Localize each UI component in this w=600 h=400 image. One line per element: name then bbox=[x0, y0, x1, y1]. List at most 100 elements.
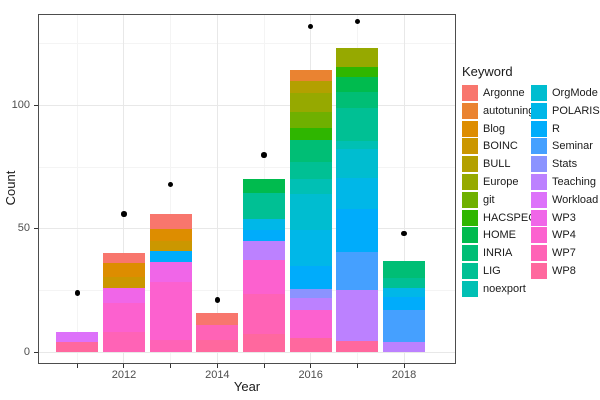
bar-segment-LIG bbox=[289, 162, 332, 180]
legend-item-label: BULL bbox=[483, 158, 511, 171]
legend-item-label: Europe bbox=[483, 176, 519, 188]
bar-segment-WP4 bbox=[243, 259, 286, 295]
grid-line-minor bbox=[39, 43, 455, 45]
x-tick bbox=[216, 364, 218, 368]
bar-segment-Blog bbox=[102, 263, 145, 277]
bar-segment-autotuning bbox=[289, 69, 332, 81]
legend-item-label: WP4 bbox=[552, 229, 576, 242]
x-tick bbox=[76, 364, 78, 368]
bar-segment-Blog bbox=[149, 228, 192, 242]
bar-segment-R bbox=[383, 296, 426, 311]
bar-segment-R bbox=[289, 265, 332, 290]
bar-segment-LIG bbox=[336, 107, 379, 142]
legend-item-label: HOME bbox=[483, 229, 516, 242]
y-tick-label: 0 bbox=[23, 345, 30, 358]
legend-swatch-Stats bbox=[531, 156, 547, 173]
bar-segment-WP4 bbox=[102, 302, 145, 333]
legend-swatch-LIG bbox=[462, 263, 478, 279]
y-tick bbox=[34, 351, 38, 353]
bar-segment-BOINC bbox=[149, 241, 192, 251]
legend-swatch-BULL bbox=[462, 156, 478, 173]
legend-item-label: HACSPECIS bbox=[483, 211, 547, 224]
legend-swatch-noexport bbox=[462, 280, 478, 297]
bar-segment-BULL bbox=[289, 80, 332, 94]
grid-line-major bbox=[216, 15, 218, 363]
bar-segment-WP4 bbox=[149, 281, 192, 340]
bar-segment-Teaching bbox=[383, 342, 426, 352]
grid-line-major bbox=[39, 351, 455, 353]
bar-segment-INRIA bbox=[289, 140, 332, 163]
legend-swatch-WP3 bbox=[531, 209, 547, 226]
bar-segment-WP7 bbox=[196, 324, 239, 340]
legend-item-label: POLARIS bbox=[552, 104, 600, 117]
legend-swatch-Europe bbox=[462, 174, 478, 190]
legend-item-label: Workload bbox=[552, 193, 599, 206]
bar-segment-Teaching bbox=[243, 241, 286, 260]
legend-item-label: Teaching bbox=[552, 176, 597, 188]
legend-item-label: Stats bbox=[552, 158, 578, 171]
bar-segment-noexport bbox=[289, 179, 332, 195]
legend-swatch-git bbox=[462, 191, 478, 208]
x-tick bbox=[123, 364, 125, 368]
legend-item-label: BOINC bbox=[483, 140, 518, 153]
bar-segment-LIG bbox=[383, 278, 426, 288]
x-axis-title: Year bbox=[233, 379, 261, 394]
bar-segment-HACSPECIS bbox=[336, 67, 379, 78]
legend-item-label: Seminar bbox=[552, 140, 593, 153]
legend-item-label: OrgMode bbox=[552, 87, 598, 99]
x-tick-label: 2014 bbox=[205, 369, 230, 381]
grid-line-major bbox=[403, 15, 405, 363]
legend-item-label: Blog bbox=[483, 122, 506, 135]
legend-item-label: LIG bbox=[483, 265, 501, 277]
bar-segment-POLARIS bbox=[383, 287, 426, 297]
data-point bbox=[214, 297, 221, 303]
legend-swatch-WP8 bbox=[531, 263, 547, 279]
legend-swatch-Teaching bbox=[531, 174, 547, 190]
legend-item-label: WP7 bbox=[552, 247, 576, 260]
bar-segment-WP7 bbox=[102, 332, 145, 352]
bar-segment-Argonne bbox=[196, 312, 239, 325]
legend-item-label: Argonne bbox=[483, 87, 525, 99]
legend-item-label: R bbox=[552, 122, 560, 135]
bar-segment-Europe bbox=[289, 93, 332, 112]
bar-segment-Argonne bbox=[149, 213, 192, 229]
bar-segment-HACSPECIS bbox=[289, 127, 332, 140]
legend-swatch-WP7 bbox=[531, 245, 547, 262]
data-point bbox=[401, 230, 407, 237]
bar-segment-HOME bbox=[336, 77, 379, 92]
legend-swatch-Workload bbox=[531, 191, 547, 208]
bar-segment-OrgMode bbox=[336, 148, 379, 179]
x-tick-label: 2016 bbox=[298, 369, 323, 381]
bar-segment-WP8 bbox=[196, 339, 239, 352]
legend-swatch-Seminar bbox=[531, 138, 547, 155]
bar-segment-Teaching bbox=[336, 290, 379, 341]
bar-segment-LIG bbox=[243, 193, 286, 219]
bar-segment-Argonne bbox=[102, 253, 145, 264]
legend-swatch-R bbox=[531, 120, 547, 137]
legend-swatch-autotuning bbox=[462, 102, 478, 119]
bar-segment-WP8 bbox=[56, 342, 99, 352]
x-tick-label: 2012 bbox=[111, 369, 137, 381]
bar-segment-BOINC bbox=[102, 276, 145, 288]
legend-item-label: autotuning bbox=[483, 104, 535, 117]
grid-line-minor bbox=[39, 166, 455, 168]
x-tick-label: 2018 bbox=[391, 369, 417, 381]
y-tick bbox=[34, 105, 38, 106]
data-point bbox=[354, 18, 361, 25]
bar-segment-POLARIS bbox=[289, 229, 332, 266]
legend-item-label: noexport bbox=[483, 282, 526, 295]
bar-segment-INRIA bbox=[336, 91, 379, 108]
bar-segment-Workload bbox=[56, 332, 99, 343]
bar-segment-POLARIS bbox=[243, 218, 286, 230]
bar-segment-WP4 bbox=[289, 310, 332, 339]
grid-line-major bbox=[123, 15, 125, 363]
x-tick bbox=[403, 364, 405, 368]
legend-title: Keyword bbox=[462, 64, 513, 79]
bar-segment-INRIA bbox=[383, 260, 426, 279]
bar-segment-WP8 bbox=[289, 338, 332, 352]
y-tick bbox=[34, 228, 38, 230]
legend-swatch-Blog bbox=[462, 120, 478, 137]
data-point bbox=[307, 23, 314, 30]
x-tick bbox=[310, 364, 312, 368]
